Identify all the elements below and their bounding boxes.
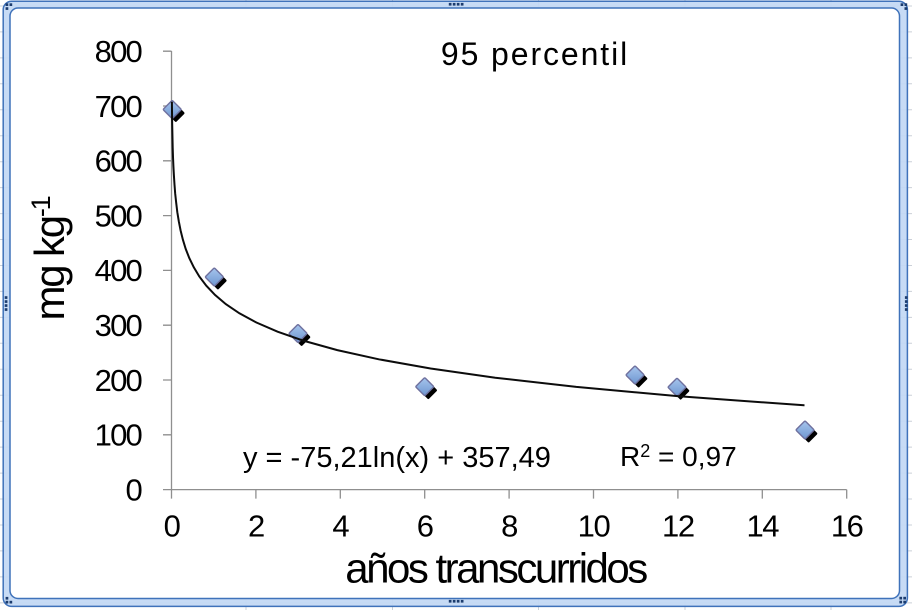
svg-text:0: 0 xyxy=(164,508,181,543)
svg-text:8: 8 xyxy=(501,508,517,543)
svg-text:95 percentil: 95 percentil xyxy=(441,36,629,72)
svg-text:14: 14 xyxy=(746,508,779,543)
svg-text:16: 16 xyxy=(831,508,863,543)
svg-text:años transcurridos: años transcurridos xyxy=(345,545,647,592)
svg-text:400: 400 xyxy=(95,253,143,288)
svg-text:700: 700 xyxy=(95,89,143,124)
svg-text:y = -75,21ln(x) + 357,49: y = -75,21ln(x) + 357,49 xyxy=(243,442,551,474)
svg-text:R2 = 0,97: R2 = 0,97 xyxy=(620,441,737,472)
svg-text:200: 200 xyxy=(95,363,143,398)
svg-text:2: 2 xyxy=(248,508,264,543)
svg-text:300: 300 xyxy=(95,308,143,343)
svg-text:4: 4 xyxy=(332,508,349,543)
svg-text:800: 800 xyxy=(95,34,143,69)
svg-text:600: 600 xyxy=(95,144,143,179)
svg-text:0: 0 xyxy=(126,472,143,507)
svg-text:12: 12 xyxy=(662,508,694,543)
svg-text:10: 10 xyxy=(578,508,611,543)
svg-text:500: 500 xyxy=(95,198,143,233)
svg-text:100: 100 xyxy=(95,418,143,453)
svg-text:6: 6 xyxy=(417,508,433,543)
